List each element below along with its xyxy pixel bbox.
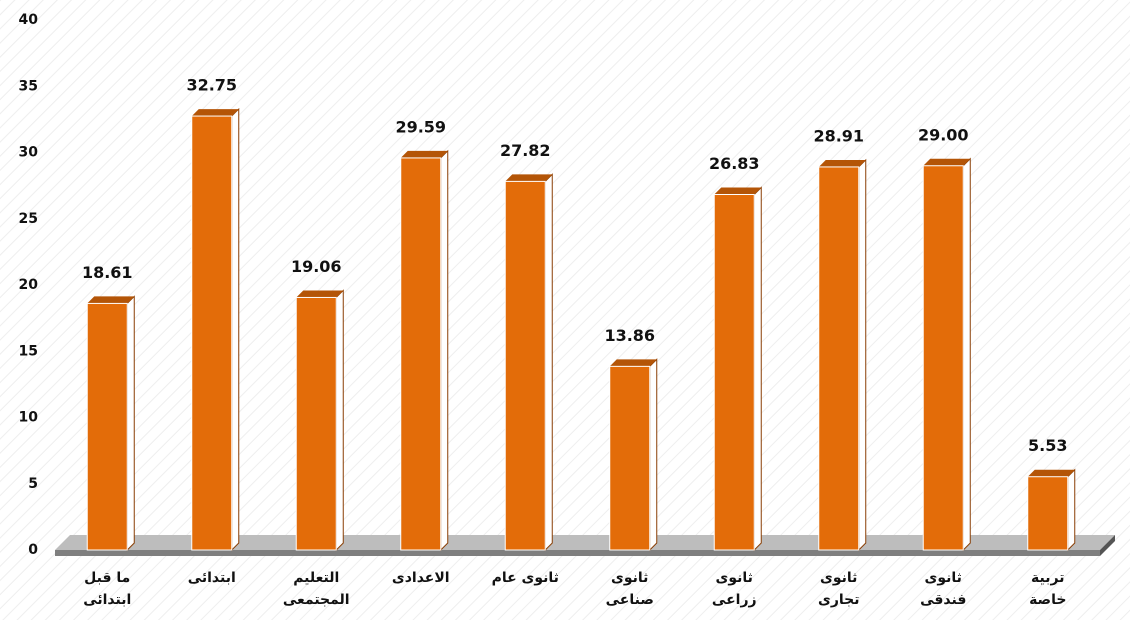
x-tick-label: ابتدائى xyxy=(188,570,236,586)
bar-top xyxy=(923,158,971,166)
bar-side xyxy=(962,157,971,552)
bar-top xyxy=(714,187,762,195)
y-tick-label: 15 xyxy=(19,343,38,359)
y-tick-label: 0 xyxy=(28,542,38,558)
floor-front xyxy=(55,550,1100,556)
bar-top xyxy=(400,150,448,158)
bar-side xyxy=(440,149,449,552)
value-label: 29.00 xyxy=(918,125,969,144)
bar-top xyxy=(505,174,553,182)
x-tick-label: ثانوى تجارى xyxy=(818,570,860,608)
bar xyxy=(818,166,860,551)
value-label: 19.06 xyxy=(291,257,342,276)
x-tick-label: ثانوى زراعى xyxy=(712,570,757,608)
bar-side xyxy=(858,158,867,552)
bar xyxy=(191,115,233,551)
y-tick-label: 25 xyxy=(19,211,38,227)
y-tick-label: 40 xyxy=(19,12,39,28)
y-tick-label: 20 xyxy=(19,277,39,293)
bar-side xyxy=(335,289,344,552)
value-label: 32.75 xyxy=(186,76,237,95)
bar-top xyxy=(1027,469,1075,477)
bar-top xyxy=(609,359,657,367)
bar xyxy=(504,180,546,551)
y-tick-label: 5 xyxy=(28,476,38,492)
x-tick-label: التعليم المجتمعى xyxy=(283,570,350,608)
value-label: 13.86 xyxy=(604,326,655,345)
value-label: 5.53 xyxy=(1028,436,1067,455)
bar xyxy=(295,296,337,551)
x-tick-label: ثانوى فندقى xyxy=(920,570,966,608)
bar xyxy=(922,165,964,551)
bar xyxy=(1027,476,1069,551)
bar-side xyxy=(126,295,135,552)
bar xyxy=(609,365,651,551)
bar-side xyxy=(544,173,553,552)
value-label: 26.83 xyxy=(709,154,760,173)
bar-side xyxy=(649,358,658,552)
value-label: 29.59 xyxy=(395,117,446,136)
bar-side xyxy=(753,186,762,552)
x-tick-label: الاعدادى xyxy=(392,570,450,586)
floor-side xyxy=(1100,535,1115,556)
bar-top xyxy=(87,296,135,304)
bar-top xyxy=(296,290,344,298)
bar-side xyxy=(231,107,240,552)
value-label: 27.82 xyxy=(500,141,551,160)
bar-side xyxy=(1067,468,1076,552)
bar xyxy=(86,302,128,551)
y-tick-label: 35 xyxy=(19,78,38,94)
x-tick-label: تربية خاصة xyxy=(1029,570,1066,608)
x-tick-label: ثانوى صناعى xyxy=(606,570,654,608)
bar-top xyxy=(818,159,866,167)
y-tick-label: 30 xyxy=(19,145,39,161)
bar xyxy=(400,157,442,551)
x-tick-label: ثانوى عام xyxy=(492,570,559,586)
y-tick-label: 10 xyxy=(19,410,39,426)
bar-top xyxy=(191,109,239,117)
value-label: 28.91 xyxy=(813,126,864,145)
bar xyxy=(713,194,755,551)
x-tick-label: ما قبل ابتدائى xyxy=(83,570,131,608)
value-label: 18.61 xyxy=(82,263,133,282)
